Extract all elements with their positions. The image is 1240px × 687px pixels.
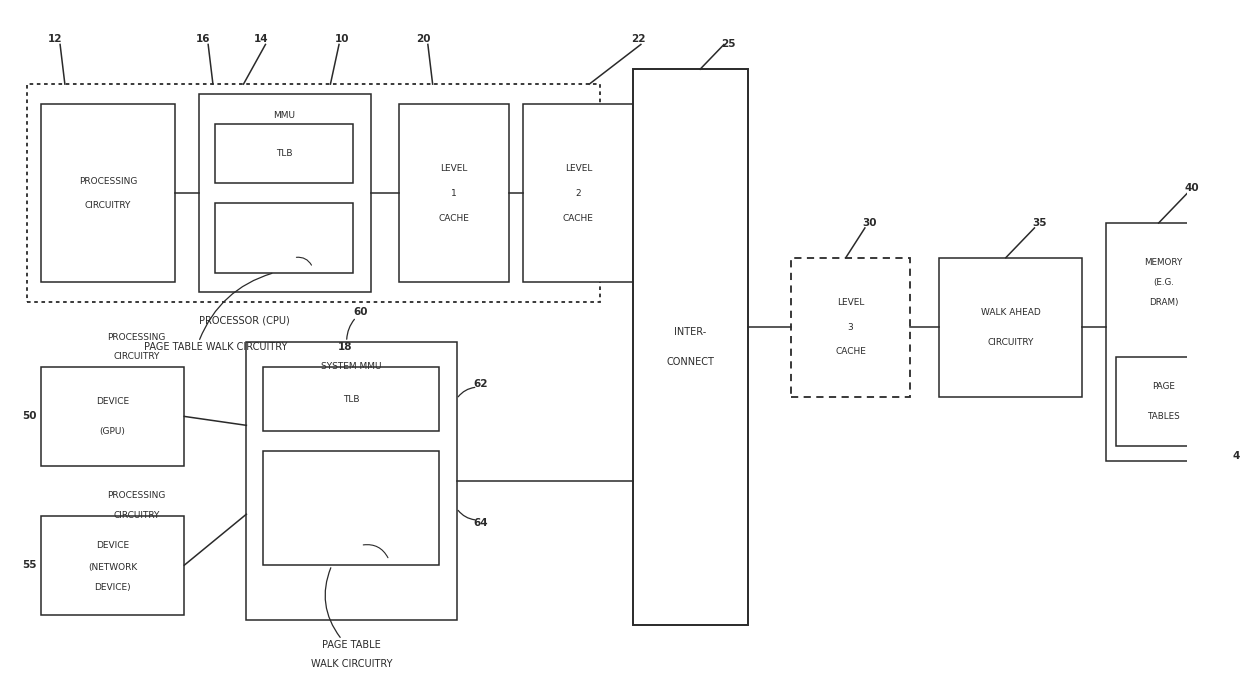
Bar (523, 104, 634, 282)
Text: (GPU): (GPU) (99, 427, 125, 436)
Text: MEMORY: MEMORY (1145, 258, 1183, 267)
Text: 50: 50 (22, 412, 36, 421)
Text: PROCESSOR (CPU): PROCESSOR (CPU) (200, 315, 290, 325)
Text: LEVEL: LEVEL (837, 298, 864, 307)
Text: PROCESSING: PROCESSING (78, 177, 138, 185)
Bar (399, 104, 510, 282)
Text: WALK AHEAD: WALK AHEAD (981, 308, 1040, 317)
Text: 30: 30 (862, 218, 877, 228)
Text: 40: 40 (1184, 183, 1199, 193)
Text: DRAM): DRAM) (1148, 298, 1178, 307)
Bar (41, 367, 185, 466)
Bar (215, 124, 353, 183)
Text: LEVEL: LEVEL (564, 164, 591, 173)
Text: TABLES: TABLES (1147, 412, 1179, 421)
Text: 35: 35 (1032, 218, 1047, 228)
Text: WALK CIRCUITRY: WALK CIRCUITRY (311, 660, 392, 669)
Text: CIRCUITRY: CIRCUITRY (113, 352, 160, 361)
Text: 3: 3 (848, 323, 853, 332)
Text: 64: 64 (474, 518, 487, 528)
Text: DEVICE): DEVICE) (94, 583, 131, 592)
Text: CONNECT: CONNECT (667, 357, 714, 367)
Bar (939, 258, 1083, 396)
Text: PROCESSING: PROCESSING (108, 491, 166, 500)
Text: CACHE: CACHE (563, 214, 594, 223)
Text: (E.G.: (E.G. (1153, 278, 1174, 287)
Text: 1: 1 (451, 189, 458, 198)
Text: DEVICE: DEVICE (95, 541, 129, 550)
Text: LEVEL: LEVEL (440, 164, 467, 173)
Text: CIRCUITRY: CIRCUITRY (987, 337, 1034, 346)
Bar (198, 94, 371, 293)
Text: DEVICE: DEVICE (95, 397, 129, 406)
Text: 18: 18 (337, 342, 352, 352)
Bar (41, 516, 185, 615)
Text: 22: 22 (631, 34, 645, 45)
Text: 45: 45 (1233, 451, 1240, 461)
Text: MMU: MMU (274, 111, 295, 120)
Bar (1106, 223, 1220, 461)
Text: 10: 10 (335, 34, 350, 45)
Text: 14: 14 (253, 34, 268, 45)
Bar (26, 84, 600, 302)
Text: 60: 60 (353, 307, 368, 317)
Text: 62: 62 (474, 379, 487, 389)
Text: TLB: TLB (342, 394, 360, 403)
Bar (41, 104, 175, 282)
Bar (247, 342, 456, 620)
Text: INTER-: INTER- (675, 327, 707, 337)
Text: (NETWORK: (NETWORK (88, 563, 138, 572)
Text: 20: 20 (415, 34, 430, 45)
Bar (215, 203, 353, 273)
Text: CIRCUITRY: CIRCUITRY (84, 201, 131, 210)
Text: PROCESSING: PROCESSING (108, 333, 166, 341)
Text: CACHE: CACHE (835, 348, 866, 357)
Text: CIRCUITRY: CIRCUITRY (113, 511, 160, 520)
Text: 2: 2 (575, 189, 582, 198)
Bar (263, 451, 439, 565)
Text: TLB: TLB (275, 149, 293, 158)
Text: 12: 12 (48, 34, 62, 45)
Bar (1116, 357, 1211, 446)
Text: CACHE: CACHE (439, 214, 470, 223)
Text: PAGE TABLE WALK CIRCUITRY: PAGE TABLE WALK CIRCUITRY (144, 342, 288, 352)
Text: 55: 55 (22, 560, 36, 570)
Text: SYSTEM MMU: SYSTEM MMU (321, 362, 382, 371)
Bar (791, 258, 910, 396)
Text: 25: 25 (722, 39, 737, 49)
Bar (263, 367, 439, 431)
Text: 16: 16 (196, 34, 211, 45)
Text: PAGE: PAGE (1152, 382, 1174, 391)
Bar (634, 69, 748, 624)
Text: PAGE TABLE: PAGE TABLE (322, 640, 381, 649)
